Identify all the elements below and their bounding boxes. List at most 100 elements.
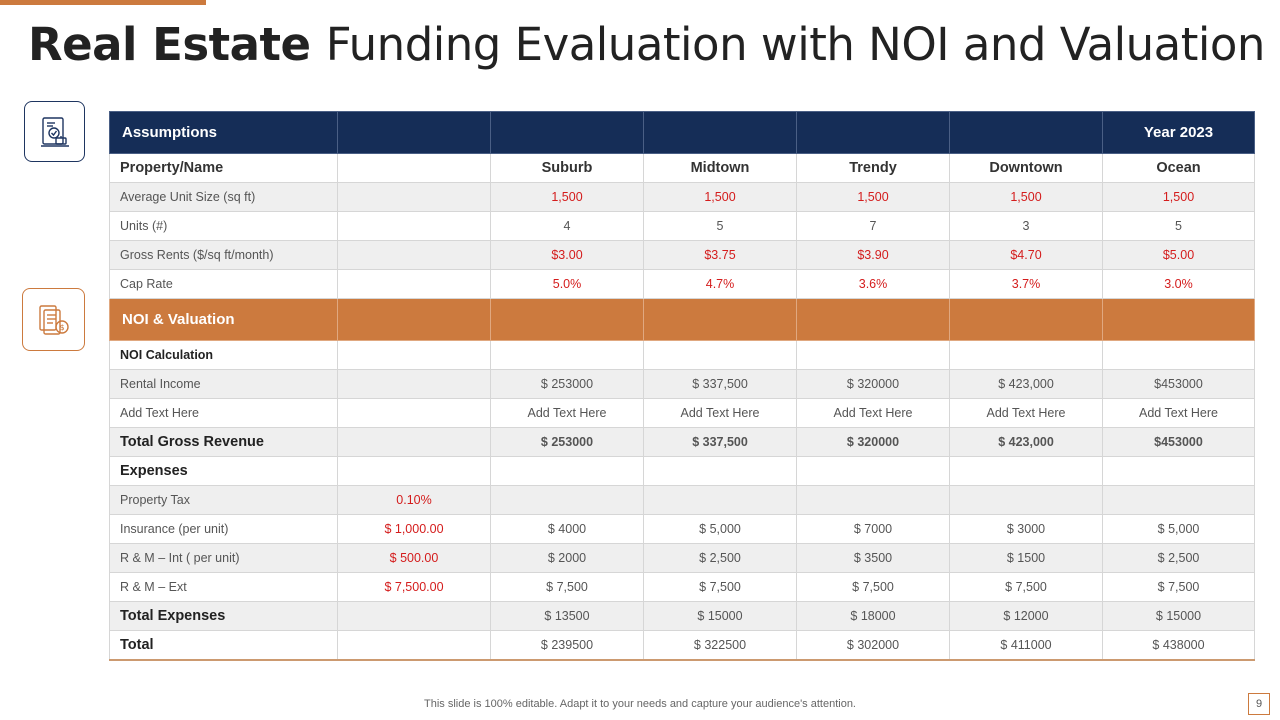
row-label: Total Gross Revenue [109, 427, 338, 457]
row-label: Rental Income [109, 369, 338, 399]
cell: 3.0% [1102, 269, 1255, 299]
cell: $ 411000 [949, 630, 1103, 661]
table-row: Total $ 239500 $ 322500 $ 302000 $ 41100… [109, 630, 1255, 661]
cell: $ 337,500 [643, 427, 797, 457]
table-row: Rental Income $ 253000 $ 337,500 $ 32000… [109, 369, 1255, 399]
row-label: Insurance (per unit) [109, 514, 338, 544]
cell: $ 2000 [490, 543, 644, 573]
cell: $ 423,000 [949, 427, 1103, 457]
cell [337, 211, 491, 241]
cell: $ 7,500 [796, 572, 950, 602]
cell: Add Text Here [490, 398, 644, 428]
cell: $ 1500 [949, 543, 1103, 573]
row-label: Cap Rate [109, 269, 338, 299]
noi-valuation-label: NOI & Valuation [109, 298, 338, 341]
table-row: Gross Rents ($/sq ft/month) $3.00 $3.75 … [109, 240, 1255, 270]
footer-note: This slide is 100% editable. Adapt it to… [424, 698, 856, 710]
row-label: R & M – Ext [109, 572, 338, 602]
cell: $ 337,500 [643, 369, 797, 399]
title-rest: Funding Evaluation with NOI and Valuatio… [325, 18, 1266, 71]
noi-calculation-row: NOI Calculation [109, 340, 1255, 370]
cell: $ 2,500 [1102, 543, 1255, 573]
title-bold: Real Estate [28, 18, 311, 71]
expenses-row: Expenses [109, 456, 1255, 486]
row-label: Total Expenses [109, 601, 338, 631]
cell: 5 [1102, 211, 1255, 241]
page-title: Real Estate Funding Evaluation with NOI … [28, 18, 1265, 71]
table-row: R & M – Ext $ 7,500.00 $ 7,500 $ 7,500 $… [109, 572, 1255, 602]
cell: 3 [949, 211, 1103, 241]
document-chart-icon [24, 101, 85, 162]
page-number: 9 [1248, 693, 1270, 715]
cell: 4.7% [643, 269, 797, 299]
cell: $ 7,500.00 [337, 572, 491, 602]
cell: $ 438000 [1102, 630, 1255, 661]
cell: 1,500 [949, 182, 1103, 212]
svg-text:$: $ [59, 323, 64, 332]
cell: Add Text Here [949, 398, 1103, 428]
column-header: Suburb [490, 153, 644, 183]
row-label: Units (#) [109, 211, 338, 241]
cell: $ 3500 [796, 543, 950, 573]
cell: $ 239500 [490, 630, 644, 661]
noi-header-row: NOI & Valuation [109, 298, 1255, 341]
table-row: Property Tax 0.10% [109, 485, 1255, 515]
cell: $ 5,000 [1102, 514, 1255, 544]
row-label: R & M – Int ( per unit) [109, 543, 338, 573]
cell: $ 320000 [796, 369, 950, 399]
cell: $ 2,500 [643, 543, 797, 573]
cell: 1,500 [643, 182, 797, 212]
cell [337, 269, 491, 299]
cell: $3.75 [643, 240, 797, 270]
cell: $ 500.00 [337, 543, 491, 573]
cell: Add Text Here [1102, 398, 1255, 428]
table-row: Units (#) 4 5 7 3 5 [109, 211, 1255, 241]
cell: 7 [796, 211, 950, 241]
table-row: Total Gross Revenue $ 253000 $ 337,500 $… [109, 427, 1255, 457]
cell: $3.90 [796, 240, 950, 270]
cell: 3.7% [949, 269, 1103, 299]
cell: 1,500 [796, 182, 950, 212]
cell: $453000 [1102, 369, 1255, 399]
top-accent-bar [0, 0, 206, 5]
year-label: Year 2023 [1102, 111, 1255, 154]
row-label: Average Unit Size (sq ft) [109, 182, 338, 212]
cell: $ 423,000 [949, 369, 1103, 399]
cell: Add Text Here [796, 398, 950, 428]
cell: $ 3000 [949, 514, 1103, 544]
cell [337, 240, 491, 270]
row-label: Add Text Here [109, 398, 338, 428]
table-row: Insurance (per unit) $ 1,000.00 $ 4000 $… [109, 514, 1255, 544]
cell: $ 322500 [643, 630, 797, 661]
cell: $ 15000 [643, 601, 797, 631]
assumptions-header-row: Assumptions Year 2023 [109, 111, 1255, 154]
cell: 1,500 [1102, 182, 1255, 212]
row-label: Expenses [109, 456, 338, 486]
cell: 3.6% [796, 269, 950, 299]
finance-documents-icon: $ [22, 288, 85, 351]
property-name-label: Property/Name [109, 153, 338, 183]
table-row: Average Unit Size (sq ft) 1,500 1,500 1,… [109, 182, 1255, 212]
table-row: Total Expenses $ 13500 $ 15000 $ 18000 $… [109, 601, 1255, 631]
cell: $ 7000 [796, 514, 950, 544]
cell: $ 253000 [490, 369, 644, 399]
cell: 5.0% [490, 269, 644, 299]
property-name-row: Property/Name Suburb Midtown Trendy Down… [109, 153, 1255, 183]
cell: $ 18000 [796, 601, 950, 631]
cell [337, 182, 491, 212]
cell: $ 7,500 [643, 572, 797, 602]
cell: $4.70 [949, 240, 1103, 270]
cell: 0.10% [337, 485, 491, 515]
cell: $ 5,000 [643, 514, 797, 544]
row-label: Property Tax [109, 485, 338, 515]
funding-table: Assumptions Year 2023 Property/Name Subu… [109, 111, 1255, 661]
column-header: Midtown [643, 153, 797, 183]
cell: $ 302000 [796, 630, 950, 661]
row-label: Gross Rents ($/sq ft/month) [109, 240, 338, 270]
column-header: Ocean [1102, 153, 1255, 183]
cell: $ 15000 [1102, 601, 1255, 631]
cell: $ 13500 [490, 601, 644, 631]
row-label: Total [109, 630, 338, 661]
row-label: NOI Calculation [109, 340, 338, 370]
cell: $3.00 [490, 240, 644, 270]
